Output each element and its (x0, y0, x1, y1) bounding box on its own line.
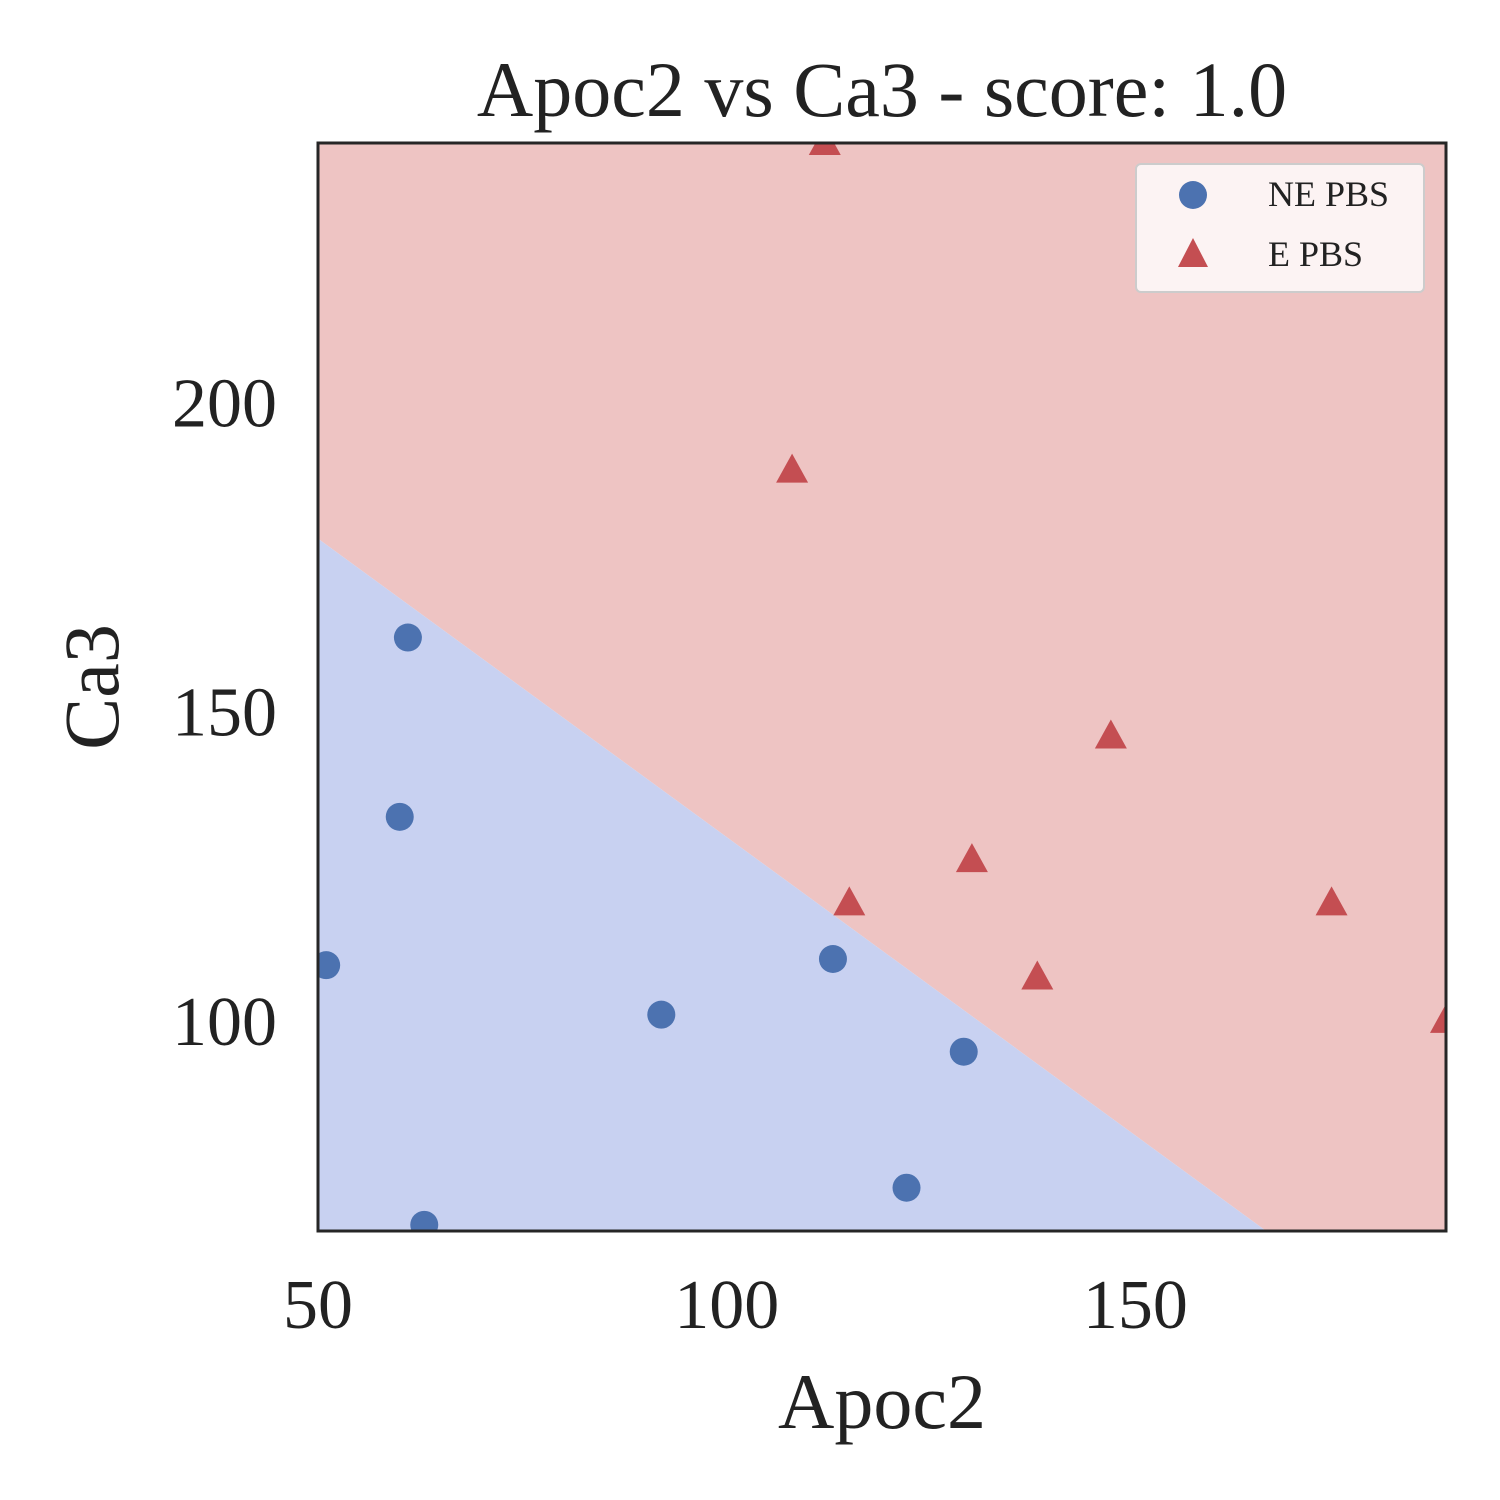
data-points (318, 143, 1446, 1231)
legend-marker-e-pbs (1178, 238, 1208, 267)
legend-frame (1135, 163, 1425, 293)
y-axis-label: Ca3 (48, 624, 135, 750)
point-ne-pbs (647, 1000, 676, 1029)
point-ne-pbs (318, 951, 341, 980)
point-ne-pbs (892, 1173, 921, 1202)
y-tick-label: 150 (172, 675, 277, 752)
point-e-pbs (1315, 886, 1348, 916)
legend-marker-ne-pbs (1179, 181, 1207, 209)
point-e-pbs (955, 843, 988, 873)
point-e-pbs (776, 453, 809, 483)
legend: NE PBS E PBS (1135, 163, 1425, 293)
legend-label-e-pbs: E PBS (1268, 234, 1363, 274)
point-e-pbs (1430, 1003, 1446, 1033)
point-ne-pbs (385, 802, 414, 831)
x-axis-label: Apoc2 (778, 1358, 986, 1445)
y-tick-label: 100 (172, 984, 277, 1061)
x-tick-label: 100 (674, 1267, 779, 1344)
legend-label-ne-pbs: NE PBS (1268, 174, 1389, 214)
plot-frame (316, 141, 1448, 1233)
region-e-pbs (318, 143, 1446, 1231)
chart-title: Apoc2 vs Ca3 - score: 1.0 (477, 46, 1287, 133)
point-e-pbs (1021, 960, 1054, 990)
y-axis-ticks: 100 150 200 (172, 366, 277, 1061)
region-ne-pbs (318, 538, 1446, 1231)
point-ne-pbs (818, 945, 847, 973)
x-tick-label: 50 (283, 1267, 353, 1344)
x-axis-ticks: 50 100 150 (283, 1267, 1188, 1344)
point-e-pbs (1094, 719, 1127, 749)
point-ne-pbs (410, 1210, 439, 1231)
point-ne-pbs (393, 623, 422, 652)
decision-regions (318, 143, 1446, 1231)
point-e-pbs (833, 886, 866, 916)
x-tick-label: 150 (1083, 1267, 1188, 1344)
point-ne-pbs (949, 1037, 978, 1066)
y-tick-label: 200 (172, 366, 277, 443)
point-e-pbs (808, 143, 841, 155)
